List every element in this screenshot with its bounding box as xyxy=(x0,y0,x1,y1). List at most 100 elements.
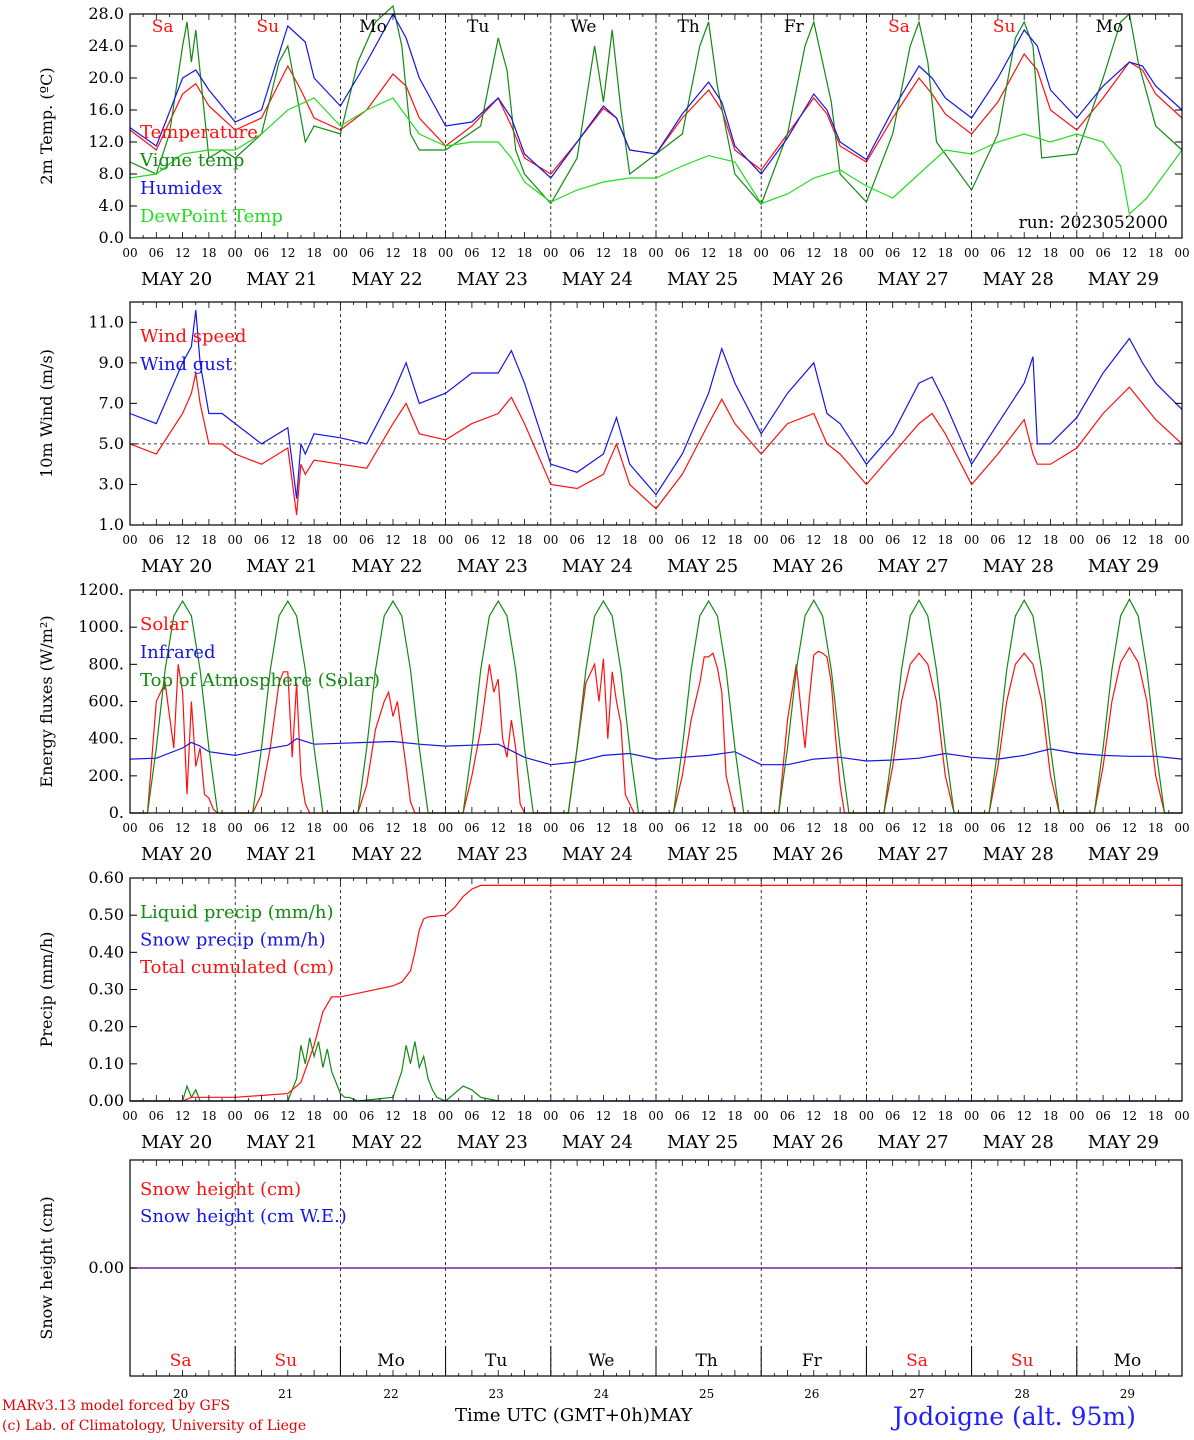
series-line-3 xyxy=(130,884,1182,1102)
hour-label: 12 xyxy=(491,821,506,835)
weekday-label: Mo xyxy=(377,1351,405,1371)
hour-label: 12 xyxy=(491,1109,506,1123)
hour-label: 06 xyxy=(149,821,164,835)
weekday-label: Su xyxy=(1011,1351,1034,1371)
series-line-2 xyxy=(129,738,1183,766)
hour-label: 12 xyxy=(911,533,926,547)
weekday-label: Mo xyxy=(359,17,387,37)
day-label: MAY 21 xyxy=(246,844,317,865)
hour-label: 12 xyxy=(385,533,400,547)
hour-label: 12 xyxy=(491,246,506,260)
day-label: MAY 21 xyxy=(246,1132,317,1153)
y-tick-label: 4.0 xyxy=(99,196,124,215)
hour-label: 18 xyxy=(517,821,532,835)
series-line-3 xyxy=(129,12,1183,179)
hour-label: 00 xyxy=(543,246,558,260)
hour-label: 12 xyxy=(385,246,400,260)
hour-label: 00 xyxy=(859,246,874,260)
y-tick-label: 11.0 xyxy=(88,312,124,331)
hour-label: 12 xyxy=(1122,246,1137,260)
series-line-2 xyxy=(129,4,1183,206)
hour-label: 18 xyxy=(1043,821,1058,835)
hour-label: 06 xyxy=(569,533,584,547)
hour-label: 00 xyxy=(1069,821,1084,835)
hour-label: 12 xyxy=(596,533,611,547)
hour-label: 00 xyxy=(1174,533,1189,547)
day-label: MAY 21 xyxy=(246,556,317,577)
hour-label: 06 xyxy=(569,821,584,835)
hour-label: 12 xyxy=(1122,533,1137,547)
hour-label: 06 xyxy=(1095,1109,1110,1123)
y-tick-label: 400. xyxy=(88,729,124,748)
hour-label: 12 xyxy=(806,821,821,835)
day-label: MAY 24 xyxy=(562,844,633,865)
hour-label: 06 xyxy=(464,1109,479,1123)
hour-label: 18 xyxy=(517,533,532,547)
hour-label: 18 xyxy=(1148,1109,1163,1123)
day-number: 28 xyxy=(1015,1387,1030,1401)
station-name: Jodoigne (alt. 95m) xyxy=(893,1402,1136,1431)
hour-label: 12 xyxy=(1017,821,1032,835)
hour-label: 06 xyxy=(885,1109,900,1123)
day-label: MAY 29 xyxy=(1088,269,1159,290)
hour-label: 12 xyxy=(1017,533,1032,547)
weekday-label: Sa xyxy=(888,17,910,37)
hour-label: 06 xyxy=(359,1109,374,1123)
day-label: MAY 26 xyxy=(772,556,843,577)
hour-label: 06 xyxy=(359,533,374,547)
y-tick-label: 0.10 xyxy=(88,1054,124,1073)
hour-label: 00 xyxy=(122,1109,137,1123)
hour-label: 18 xyxy=(938,1109,953,1123)
day-label: MAY 29 xyxy=(1088,844,1159,865)
legend-entry: Solar xyxy=(140,614,189,635)
hour-label: 18 xyxy=(1043,246,1058,260)
model-credit: MARv3.13 model forced by GFS xyxy=(2,1398,231,1414)
day-label: MAY 25 xyxy=(667,1132,738,1153)
y-axis-label: 10m Wind (m/s) xyxy=(37,349,56,478)
y-tick-label: 0. xyxy=(109,803,124,822)
day-number: 20 xyxy=(173,1387,188,1401)
hour-label: 18 xyxy=(832,246,847,260)
hour-label: 06 xyxy=(990,1109,1005,1123)
hour-label: 06 xyxy=(1095,821,1110,835)
hour-label: 06 xyxy=(885,821,900,835)
hour-label: 06 xyxy=(780,1109,795,1123)
hour-label: 18 xyxy=(1043,533,1058,547)
panel-frame xyxy=(129,301,1183,526)
hour-label: 12 xyxy=(1017,246,1032,260)
y-tick-label: 1200. xyxy=(78,580,124,599)
hour-label: 06 xyxy=(885,246,900,260)
hour-label: 00 xyxy=(859,533,874,547)
day-label: MAY 26 xyxy=(772,1132,843,1153)
hour-label: 06 xyxy=(675,533,690,547)
legend-entry: Wind speed xyxy=(140,326,246,347)
hour-label: 18 xyxy=(306,246,321,260)
legend-entry: Temperature xyxy=(140,122,258,143)
hour-label: 06 xyxy=(254,1109,269,1123)
hour-label: 00 xyxy=(228,533,243,547)
hour-label: 06 xyxy=(359,821,374,835)
hour-label: 00 xyxy=(648,533,663,547)
hour-label: 00 xyxy=(754,821,769,835)
day-label: MAY 23 xyxy=(457,269,528,290)
legend-entry: Wind gust xyxy=(140,354,233,375)
hour-label: 06 xyxy=(359,246,374,260)
day-label: MAY 23 xyxy=(457,1132,528,1153)
weekday-label: Tu xyxy=(485,1351,507,1371)
hour-label: 18 xyxy=(201,1109,216,1123)
hour-label: 00 xyxy=(333,1109,348,1123)
day-label: MAY 22 xyxy=(351,556,422,577)
hour-label: 00 xyxy=(1174,246,1189,260)
day-label: MAY 24 xyxy=(562,269,633,290)
time-axis-label: Time UTC (GMT+0h)MAY xyxy=(455,1405,693,1426)
hour-label: 06 xyxy=(1095,246,1110,260)
hour-label: 12 xyxy=(806,533,821,547)
day-label: MAY 27 xyxy=(877,269,948,290)
y-tick-label: 0.40 xyxy=(88,942,124,961)
hour-label: 00 xyxy=(754,246,769,260)
hour-label: 06 xyxy=(149,533,164,547)
hour-label: 12 xyxy=(175,1109,190,1123)
hour-label: 12 xyxy=(701,821,716,835)
weekday-label: Sa xyxy=(170,1351,192,1371)
hour-label: 00 xyxy=(1174,1109,1189,1123)
